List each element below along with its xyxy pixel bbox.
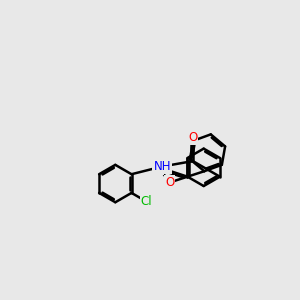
Text: N: N bbox=[154, 161, 163, 174]
Text: O: O bbox=[188, 131, 197, 144]
Text: O: O bbox=[165, 176, 174, 189]
Text: NH: NH bbox=[153, 160, 171, 173]
Text: Cl: Cl bbox=[141, 195, 152, 208]
